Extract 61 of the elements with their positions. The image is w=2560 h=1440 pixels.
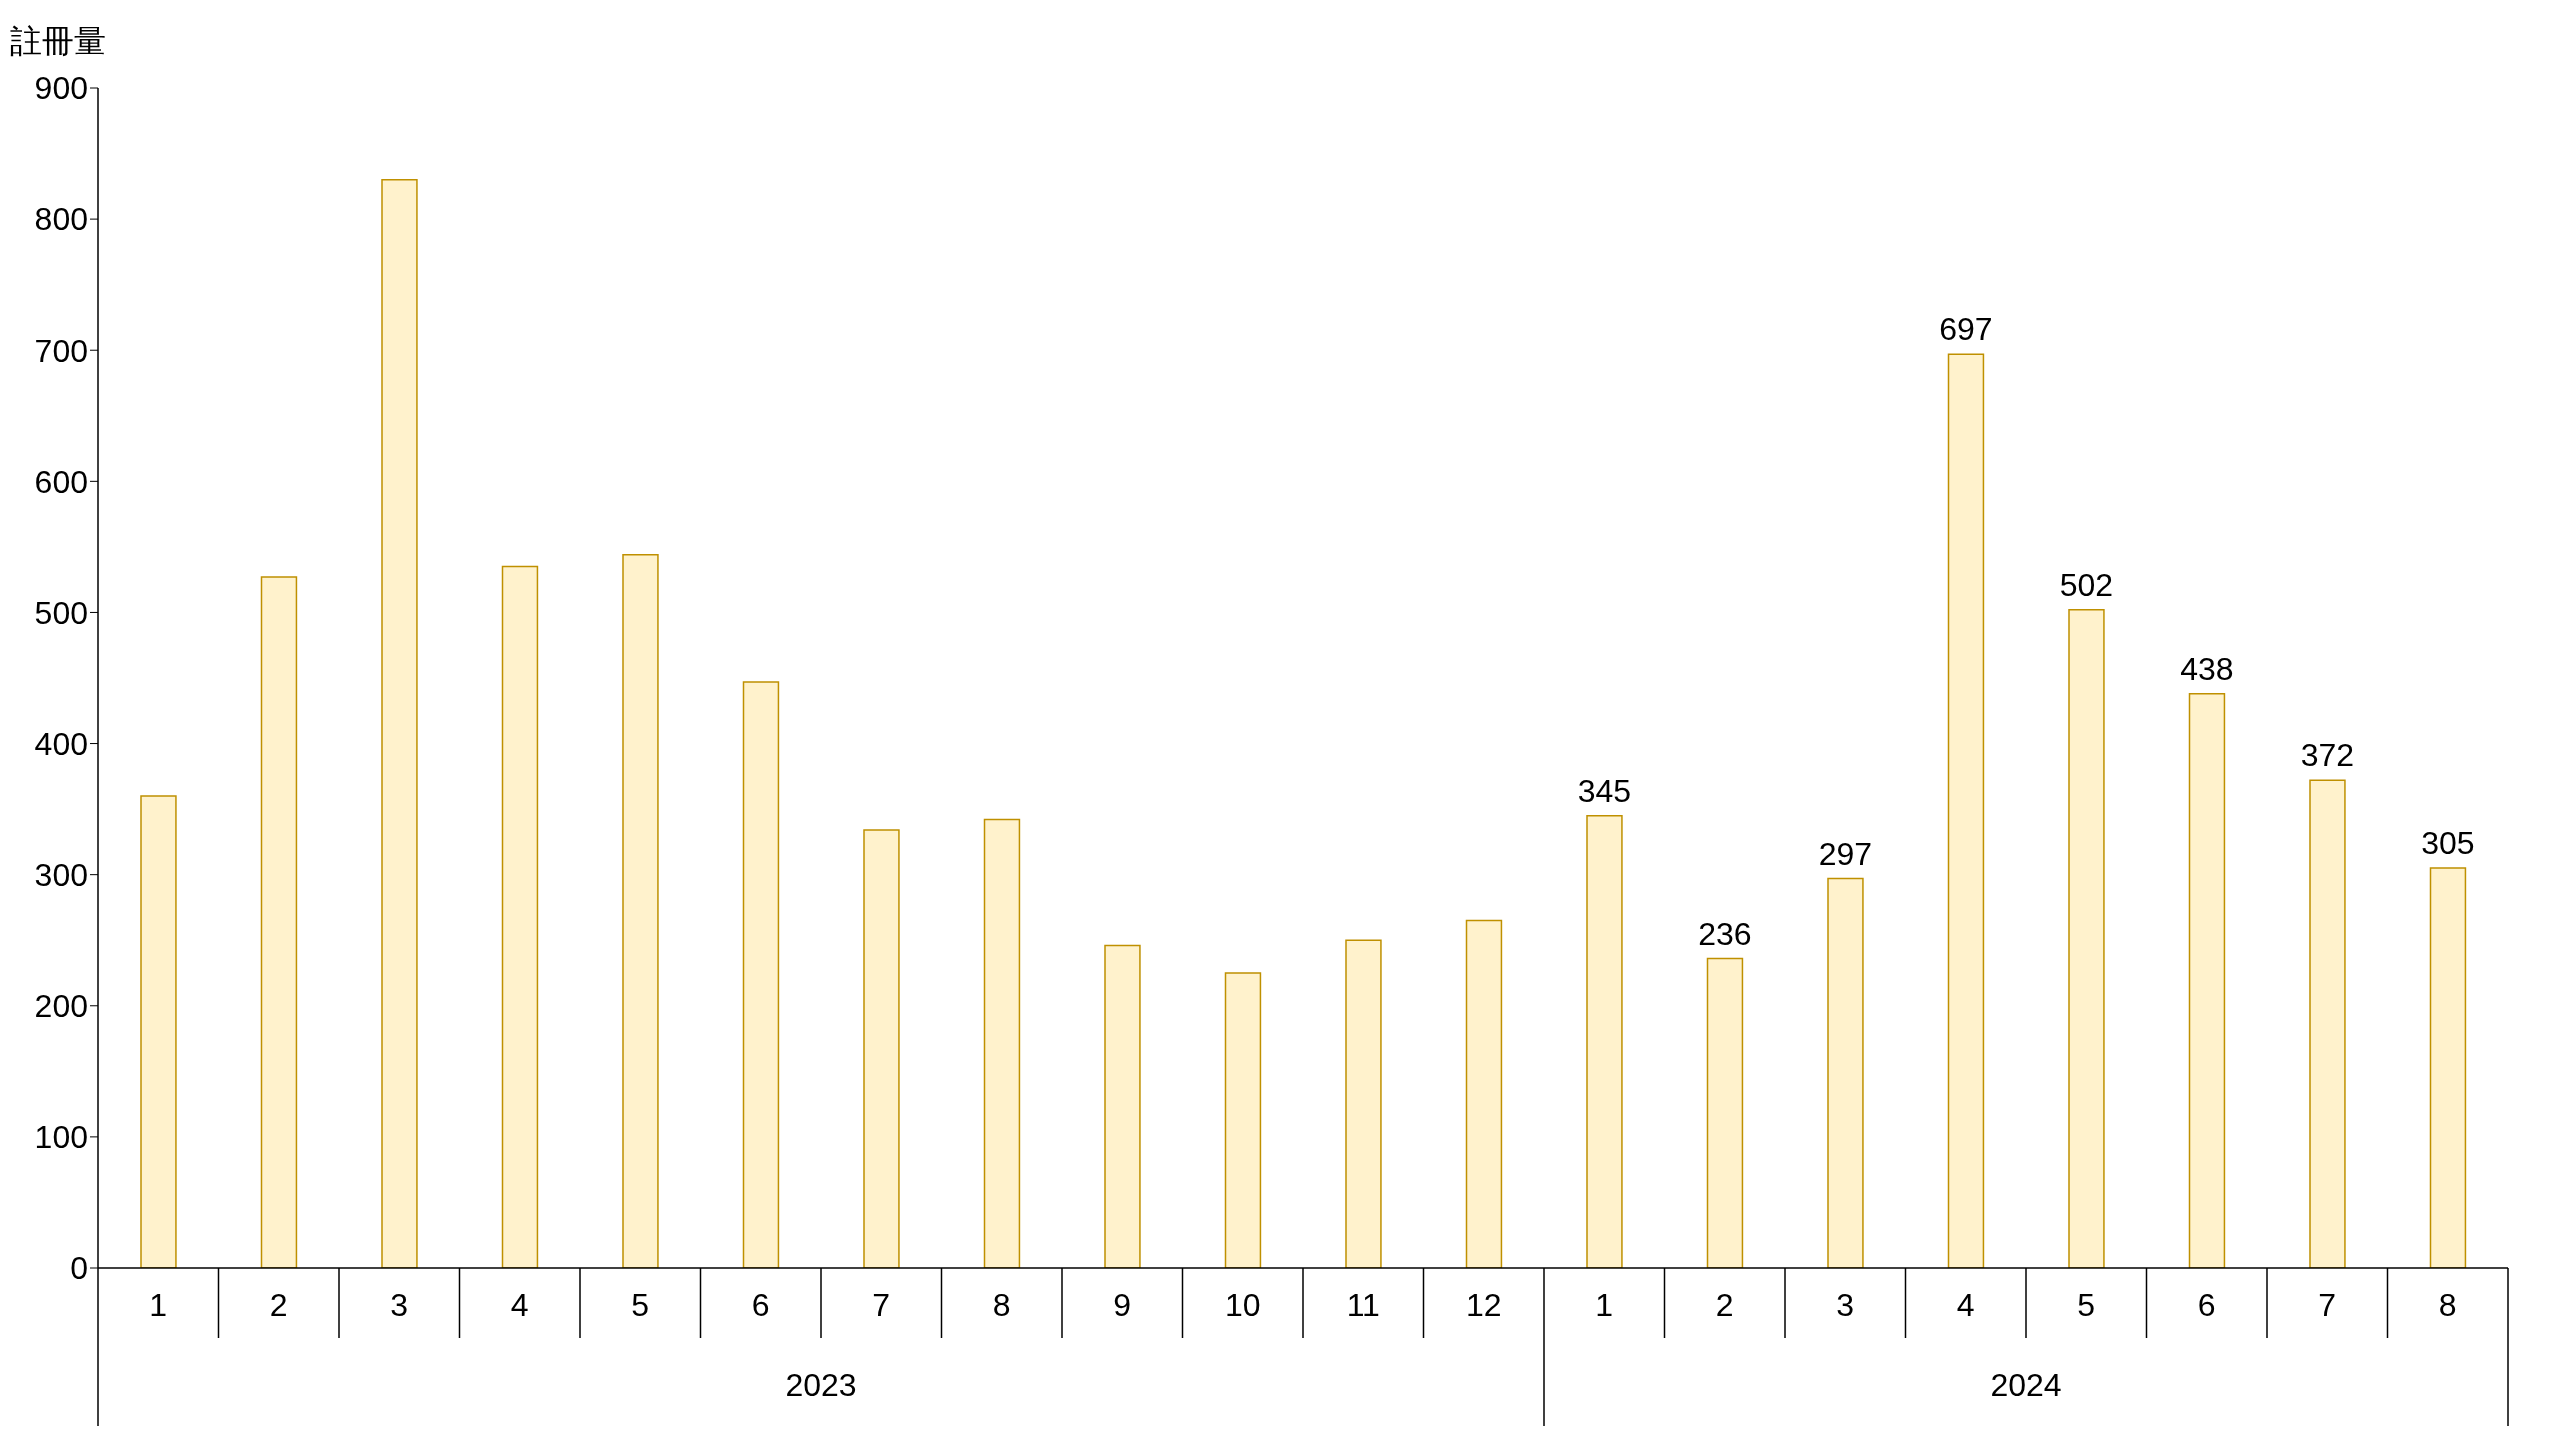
x-tick-label: 7 <box>872 1287 891 1323</box>
data-label: 372 <box>2300 737 2355 774</box>
x-tick-label: 1 <box>149 1287 168 1323</box>
bar <box>1224 972 1262 1268</box>
x-tick-label: 4 <box>510 1287 529 1323</box>
bar <box>501 565 539 1268</box>
y-axis-title: 註冊量 <box>10 21 106 62</box>
x-tick-label: 8 <box>2438 1287 2457 1323</box>
x-tick-label: 2 <box>1715 1287 1734 1323</box>
x-tick-label: 6 <box>751 1287 770 1323</box>
bar <box>2188 692 2226 1268</box>
x-tick-label: 2 <box>269 1287 288 1323</box>
bar <box>140 795 177 1268</box>
x-tick-label: 6 <box>2197 1287 2216 1323</box>
text: 2024 <box>1990 1367 2062 1403</box>
x-tick-label: 9 <box>1113 1287 1132 1323</box>
x-tick-label: 8 <box>992 1287 1011 1323</box>
bar <box>1586 814 1623 1268</box>
bar <box>983 818 1021 1268</box>
bar <box>1706 957 1744 1268</box>
text: 2023 <box>785 1367 857 1403</box>
x-tick-label: 1 <box>1595 1287 1614 1323</box>
bar <box>1104 944 1141 1268</box>
bar <box>260 576 298 1268</box>
y-tick-label: 600 <box>34 463 88 500</box>
bar <box>742 681 780 1268</box>
data-label: 297 <box>1818 835 1873 872</box>
x-tick-label: 12 <box>1465 1287 1502 1323</box>
x-tick-label: 3 <box>1836 1287 1855 1323</box>
x-tick-label: 10 <box>1224 1287 1261 1323</box>
bar <box>1345 939 1382 1268</box>
data-label: 305 <box>2421 825 2475 862</box>
bar <box>622 554 659 1268</box>
data-label: 438 <box>2180 650 2234 687</box>
data-label: 236 <box>1698 915 1752 952</box>
bar <box>1465 919 1503 1268</box>
y-tick-label: 900 <box>34 70 88 107</box>
bar <box>381 179 418 1268</box>
y-tick-label: 400 <box>34 725 88 762</box>
data-label: 502 <box>2059 566 2114 603</box>
y-tick-label: 500 <box>34 594 88 631</box>
y-tick-label: 800 <box>34 201 88 238</box>
bar <box>1947 353 1985 1268</box>
x-tick-label: 4 <box>1956 1287 1975 1323</box>
data-label: 345 <box>1577 772 1632 809</box>
y-tick-label: 200 <box>34 988 88 1025</box>
x-tick-label: 5 <box>631 1287 650 1323</box>
x-tick-label: 7 <box>2318 1287 2337 1323</box>
x-tick-label: 3 <box>390 1287 409 1323</box>
y-tick-label: 100 <box>34 1119 88 1156</box>
y-tick-label: 0 <box>70 1250 88 1287</box>
y-tick-label: 700 <box>34 332 88 369</box>
bar <box>2309 779 2346 1268</box>
y-tick-label: 300 <box>34 857 88 894</box>
bar <box>863 829 900 1268</box>
bar <box>1827 877 1864 1268</box>
bar <box>2429 867 2467 1268</box>
bar <box>2068 609 2105 1268</box>
data-label: 697 <box>1939 311 1993 348</box>
x-tick-label: 5 <box>2077 1287 2096 1323</box>
x-tick-label: 11 <box>1346 1287 1380 1323</box>
